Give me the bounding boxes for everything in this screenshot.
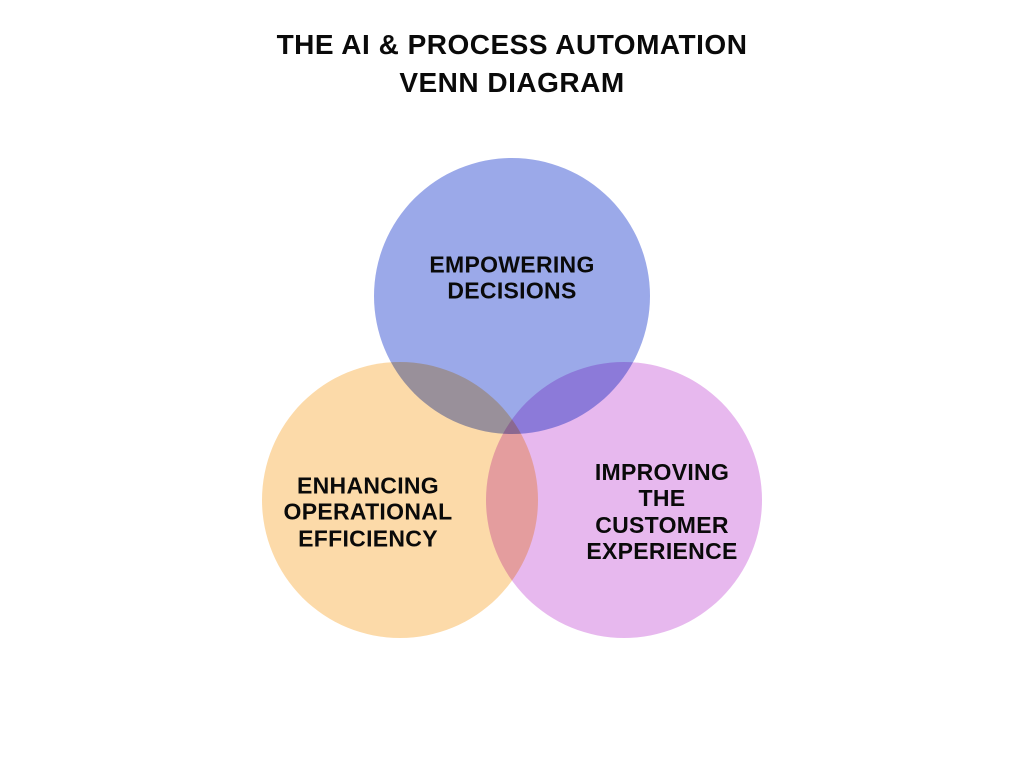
venn-circle-bottom-right [486,362,762,638]
venn-diagram: EMPOWERING DECISIONS ENHANCING OPERATION… [0,0,1024,768]
